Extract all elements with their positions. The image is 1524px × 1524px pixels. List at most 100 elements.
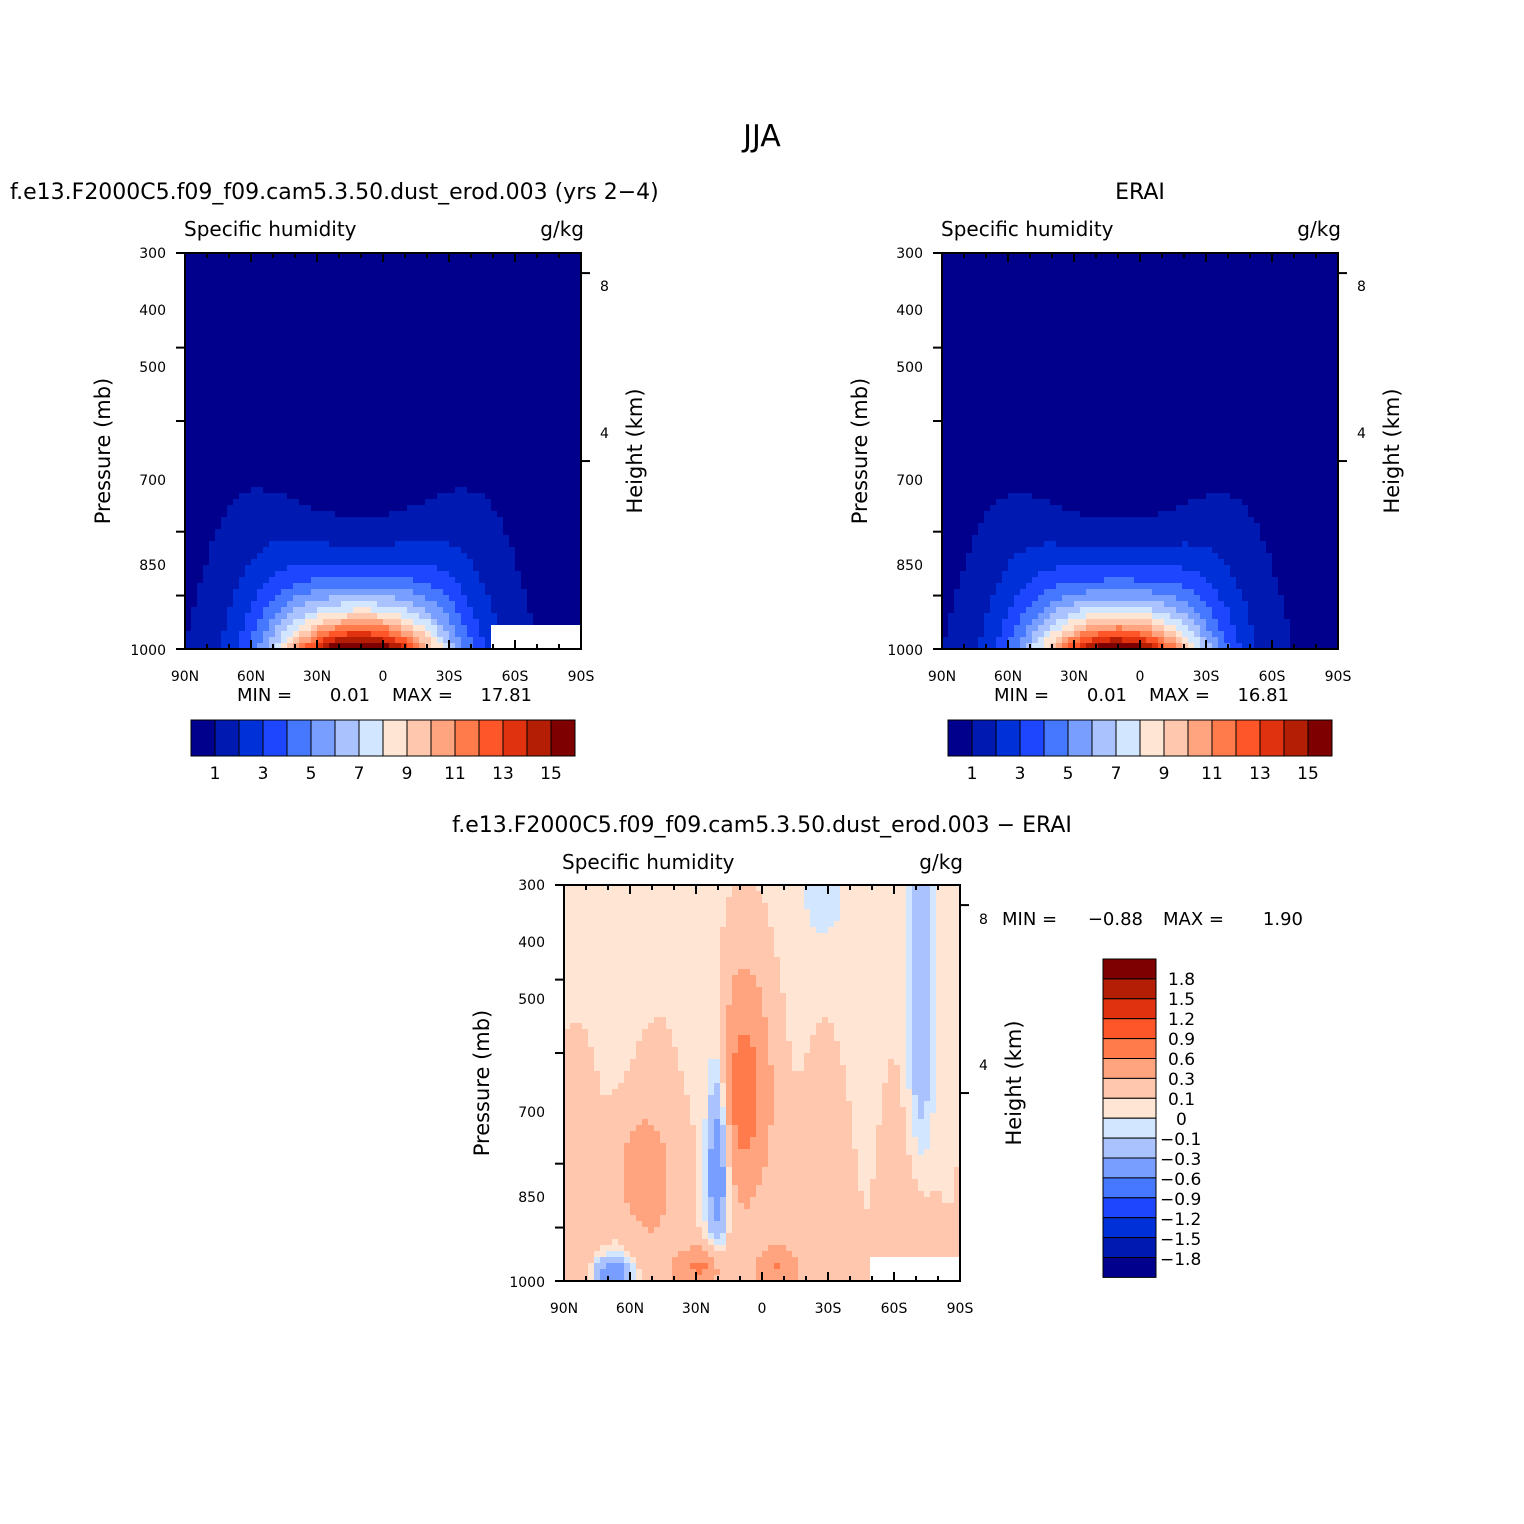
panel-erai-contour-cell xyxy=(1050,601,1075,608)
panel-diff-contour-cell xyxy=(564,1191,625,1198)
panel-diff-contour-cell xyxy=(720,1005,727,1012)
panel-erai-contour-cell xyxy=(1188,499,1243,506)
panel-diff-y2label: Height (km) xyxy=(1002,1020,1026,1145)
panel-model-contour-cell xyxy=(185,463,582,470)
panel-diff-cbar-label: 0 xyxy=(1176,1110,1187,1130)
panel-diff-contour-cell xyxy=(702,1179,709,1186)
panel-erai-colorbar-box xyxy=(1163,719,1189,757)
panel-model-contour-cell xyxy=(323,637,336,644)
panel-diff-colorbar-labels: 1.8 1.5 1.2 0.9 0.6 0.3 0.1 0 −0.1 −0.3 … xyxy=(1160,970,1201,1270)
panel-diff-contour-cell xyxy=(756,885,805,892)
panel-model-contour-cell xyxy=(473,637,486,644)
panel-diff-contour-cell xyxy=(912,1101,919,1108)
panel-erai-contour-cell xyxy=(1008,607,1027,614)
panel-erai-xtick: 90S xyxy=(1325,669,1352,685)
panel-diff-contour-cell xyxy=(852,1125,877,1132)
panel-diff-contour-cell xyxy=(786,1023,817,1030)
panel-erai-contour-cell xyxy=(942,367,1339,374)
panel-diff-contour-cell xyxy=(756,1083,775,1090)
panel-diff-contour-cell xyxy=(630,1209,667,1216)
panel-diff-contour-cell xyxy=(912,957,931,964)
panel-diff-contour-cell xyxy=(726,1089,733,1096)
panel-erai-contour-cell xyxy=(942,493,1009,500)
panel-diff-contour-cell xyxy=(936,1053,961,1060)
panel-diff-contour-cell xyxy=(768,1161,859,1168)
panel-model-ytick: 850 xyxy=(139,558,166,574)
panel-diff-contour-cell xyxy=(714,1083,721,1090)
panel-diff-contour-cell xyxy=(840,915,907,922)
panel-model-contour-cell xyxy=(491,625,582,632)
panel-diff-contour-cell xyxy=(768,1047,793,1054)
panel-diff-contour-cell xyxy=(810,1035,835,1042)
panel-erai-contour-cell xyxy=(1146,637,1159,644)
panel-diff-contour-cell xyxy=(912,975,931,982)
panel-model-contour-cell xyxy=(185,391,582,398)
panel-model-contour-cell xyxy=(305,601,342,608)
panel-erai-contour-cell xyxy=(1044,541,1057,548)
panel-diff-contour-cell xyxy=(906,981,913,988)
panel-diff-contour-cell xyxy=(564,1125,637,1132)
panel-diff-contour-cell xyxy=(672,1041,721,1048)
panel-model-contour-cell xyxy=(413,643,420,650)
panel-erai-xtick: 60N xyxy=(994,669,1022,685)
panel-diff-contour-cell xyxy=(564,885,733,892)
panel-diff-contour-cell xyxy=(834,921,907,928)
panel-erai-contour-cell xyxy=(1212,583,1237,590)
panel-model-contour-cell xyxy=(275,643,282,650)
panel-diff-contour-cell xyxy=(906,987,913,994)
panel-diff-contour-cell xyxy=(564,1155,625,1162)
panel-diff-contour-cell xyxy=(708,1059,721,1066)
panel-diff-contour-cell xyxy=(720,939,775,946)
panel-diff-contour-cell xyxy=(834,1023,907,1030)
panel-diff-contour-cell xyxy=(666,1155,697,1162)
panel-model-contour-cell xyxy=(281,643,288,650)
panel-erai-contour-cell xyxy=(1026,607,1045,614)
panel-model-contour-cell xyxy=(509,535,582,542)
panel-model-contour-cell xyxy=(437,631,450,638)
panel-erai-contour-cell xyxy=(1044,619,1057,626)
panel-diff-contour-cell xyxy=(696,1191,703,1198)
panel-diff-contour-cell xyxy=(936,1047,961,1054)
panel-erai-contour-cell xyxy=(1140,643,1153,650)
panel-diff-contour-cell xyxy=(720,1197,727,1204)
panel-diff-contour-cell xyxy=(594,1269,601,1276)
panel-diff-contour-cell xyxy=(912,927,931,934)
panel-erai-contour-cell xyxy=(1008,565,1057,572)
panel-erai-contour-cell xyxy=(1182,631,1195,638)
panel-diff-contour-cell xyxy=(780,975,907,982)
panel-diff-cbar-label: −0.9 xyxy=(1160,1190,1201,1210)
panel-erai-contour-cell xyxy=(1212,547,1267,554)
panel-diff-contour-cell xyxy=(762,1005,787,1012)
panel-erai-contour-cell xyxy=(1044,643,1051,650)
panel-diff-contour-cell xyxy=(720,1041,727,1048)
panel-model-contour-cell xyxy=(185,379,582,386)
panel-model-contour-cell xyxy=(185,331,582,338)
panel-diff-contour-cell xyxy=(918,1185,955,1192)
panel-diff-contour-cell xyxy=(768,1143,853,1150)
panel-diff-contour-cell xyxy=(726,1071,733,1078)
panel-diff-contour-cell xyxy=(624,1197,667,1204)
panel-model-contour-cell xyxy=(425,625,438,632)
panel-model-contour-cell xyxy=(185,397,582,404)
panel-erai-contour-cell xyxy=(942,625,949,632)
panel-diff-colorbar-box xyxy=(1102,1097,1157,1119)
panel-erai-contour-cell xyxy=(1176,637,1183,644)
panel-erai-contour-cell xyxy=(1272,553,1339,560)
panel-diff-contour-cell xyxy=(702,1191,709,1198)
panel-model-contour-cell xyxy=(203,565,246,572)
panel-model-contour-cell xyxy=(185,367,582,374)
panel-diff-contour-cell xyxy=(930,945,937,952)
panel-erai-contour-cell xyxy=(978,637,997,644)
panel-diff-contour-cell xyxy=(906,1041,913,1048)
panel-model-contour-cell xyxy=(419,613,432,620)
panel-erai-contour-cell xyxy=(1008,559,1225,566)
panel-diff-contour-cell xyxy=(636,1047,679,1054)
panel-diff-contour-cell xyxy=(912,1083,931,1090)
panel-model-contour-cell xyxy=(185,505,228,512)
panel-model-contour-cell xyxy=(185,565,204,572)
panel-model-contour-cell xyxy=(485,493,582,500)
panel-model-min-value: 0.01 xyxy=(330,685,370,706)
figure-title: JJA xyxy=(741,119,781,154)
panel-diff-contour-cell xyxy=(936,1083,961,1090)
panel-diff-contour-cell xyxy=(846,1095,883,1102)
